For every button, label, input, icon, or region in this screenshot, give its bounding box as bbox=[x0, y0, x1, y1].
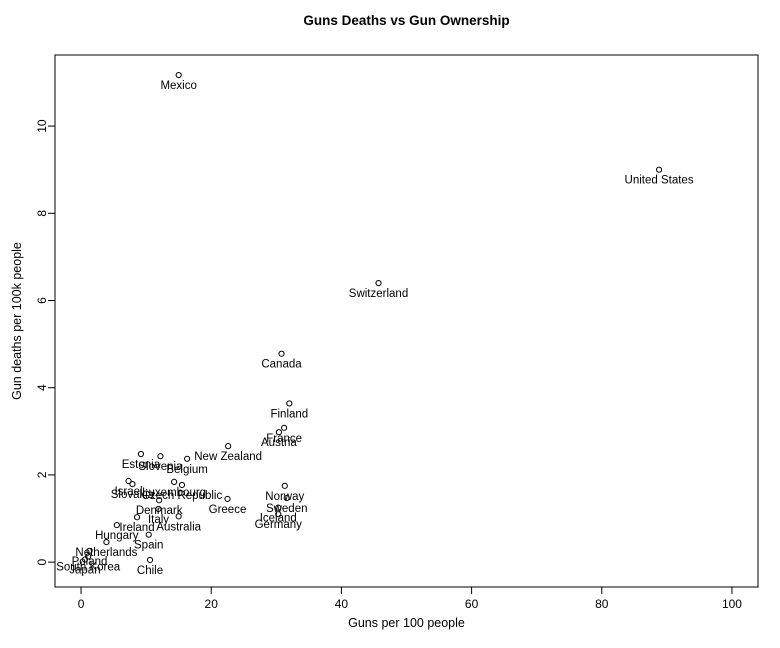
data-point bbox=[283, 494, 290, 502]
data-point bbox=[184, 455, 191, 462]
data-point bbox=[86, 547, 93, 554]
y-axis-title: Gun deaths per 100k people bbox=[10, 242, 24, 400]
point-label: Spain bbox=[134, 540, 163, 552]
data-point bbox=[175, 71, 182, 79]
point-label: Israel bbox=[114, 486, 142, 498]
data-point bbox=[655, 166, 663, 173]
data-point bbox=[275, 504, 282, 511]
x-tick-label: 0 bbox=[78, 597, 85, 611]
point-label: Australia bbox=[156, 521, 201, 533]
data-point bbox=[85, 553, 92, 560]
point-label: Hungary bbox=[95, 530, 139, 542]
point-label: South Korea bbox=[56, 561, 121, 573]
data-point bbox=[175, 513, 182, 520]
point-label: Luxembourg bbox=[142, 487, 206, 499]
data-point bbox=[137, 450, 145, 458]
point-label: Italy bbox=[148, 514, 169, 526]
point-label: Belgium bbox=[166, 464, 208, 476]
point-label: Greece bbox=[209, 504, 247, 516]
data-point bbox=[178, 481, 186, 489]
point-label: Estonia bbox=[122, 459, 161, 471]
point-label: Austria bbox=[261, 437, 297, 449]
data-point bbox=[146, 556, 154, 564]
point-label: Canada bbox=[261, 359, 302, 371]
data-point bbox=[133, 514, 141, 521]
data-point bbox=[224, 495, 231, 503]
x-tick-label: 20 bbox=[205, 597, 219, 611]
data-point bbox=[281, 424, 288, 431]
data-point bbox=[275, 429, 283, 436]
point-label: Chile bbox=[137, 565, 163, 577]
data-point bbox=[125, 477, 132, 485]
data-point bbox=[145, 531, 152, 538]
point-label: France bbox=[266, 433, 302, 445]
point-label: Germany bbox=[255, 519, 303, 531]
y-tick-label: 8 bbox=[35, 210, 49, 217]
data-point bbox=[281, 482, 288, 489]
point-label: Czech Republic bbox=[142, 490, 223, 502]
point-label: Slovakia bbox=[111, 489, 155, 501]
point-label: Ireland bbox=[119, 522, 154, 534]
y-tick-label: 4 bbox=[35, 384, 49, 391]
point-label: Switzerland bbox=[349, 288, 408, 300]
chart-title: Guns Deaths vs Gun Ownership bbox=[303, 13, 510, 28]
data-point bbox=[278, 350, 285, 357]
data-point bbox=[375, 279, 382, 287]
point-label: Finland bbox=[270, 408, 308, 420]
point-label: Poland bbox=[72, 556, 108, 568]
point-label: Mexico bbox=[160, 80, 196, 92]
x-tick-label: 100 bbox=[722, 597, 742, 611]
point-label: Japan bbox=[69, 565, 100, 577]
data-point bbox=[225, 443, 232, 450]
data-point bbox=[113, 521, 120, 529]
x-axis-title: Guns per 100 people bbox=[348, 616, 465, 630]
point-label: Norway bbox=[265, 491, 304, 503]
x-tick-label: 80 bbox=[595, 597, 609, 611]
data-point bbox=[275, 511, 282, 518]
y-tick-label: 10 bbox=[35, 119, 49, 133]
point-label: New Zealand bbox=[194, 451, 262, 463]
data-point bbox=[156, 497, 163, 504]
data-point bbox=[286, 400, 293, 407]
data-point bbox=[157, 453, 164, 460]
data-point bbox=[171, 478, 178, 486]
y-tick-label: 2 bbox=[35, 471, 49, 478]
y-tick-label: 6 bbox=[35, 297, 49, 304]
point-label: Iceland bbox=[260, 513, 297, 525]
data-point bbox=[129, 480, 136, 488]
plot-border bbox=[54, 54, 759, 588]
point-label: Slovenia bbox=[138, 461, 183, 473]
x-tick-label: 60 bbox=[465, 597, 479, 611]
point-label: United States bbox=[625, 175, 694, 187]
x-tick-label: 40 bbox=[335, 597, 349, 611]
y-tick-label: 0 bbox=[35, 558, 49, 565]
data-point bbox=[81, 556, 89, 563]
data-point bbox=[103, 538, 110, 546]
data-point bbox=[155, 505, 162, 513]
